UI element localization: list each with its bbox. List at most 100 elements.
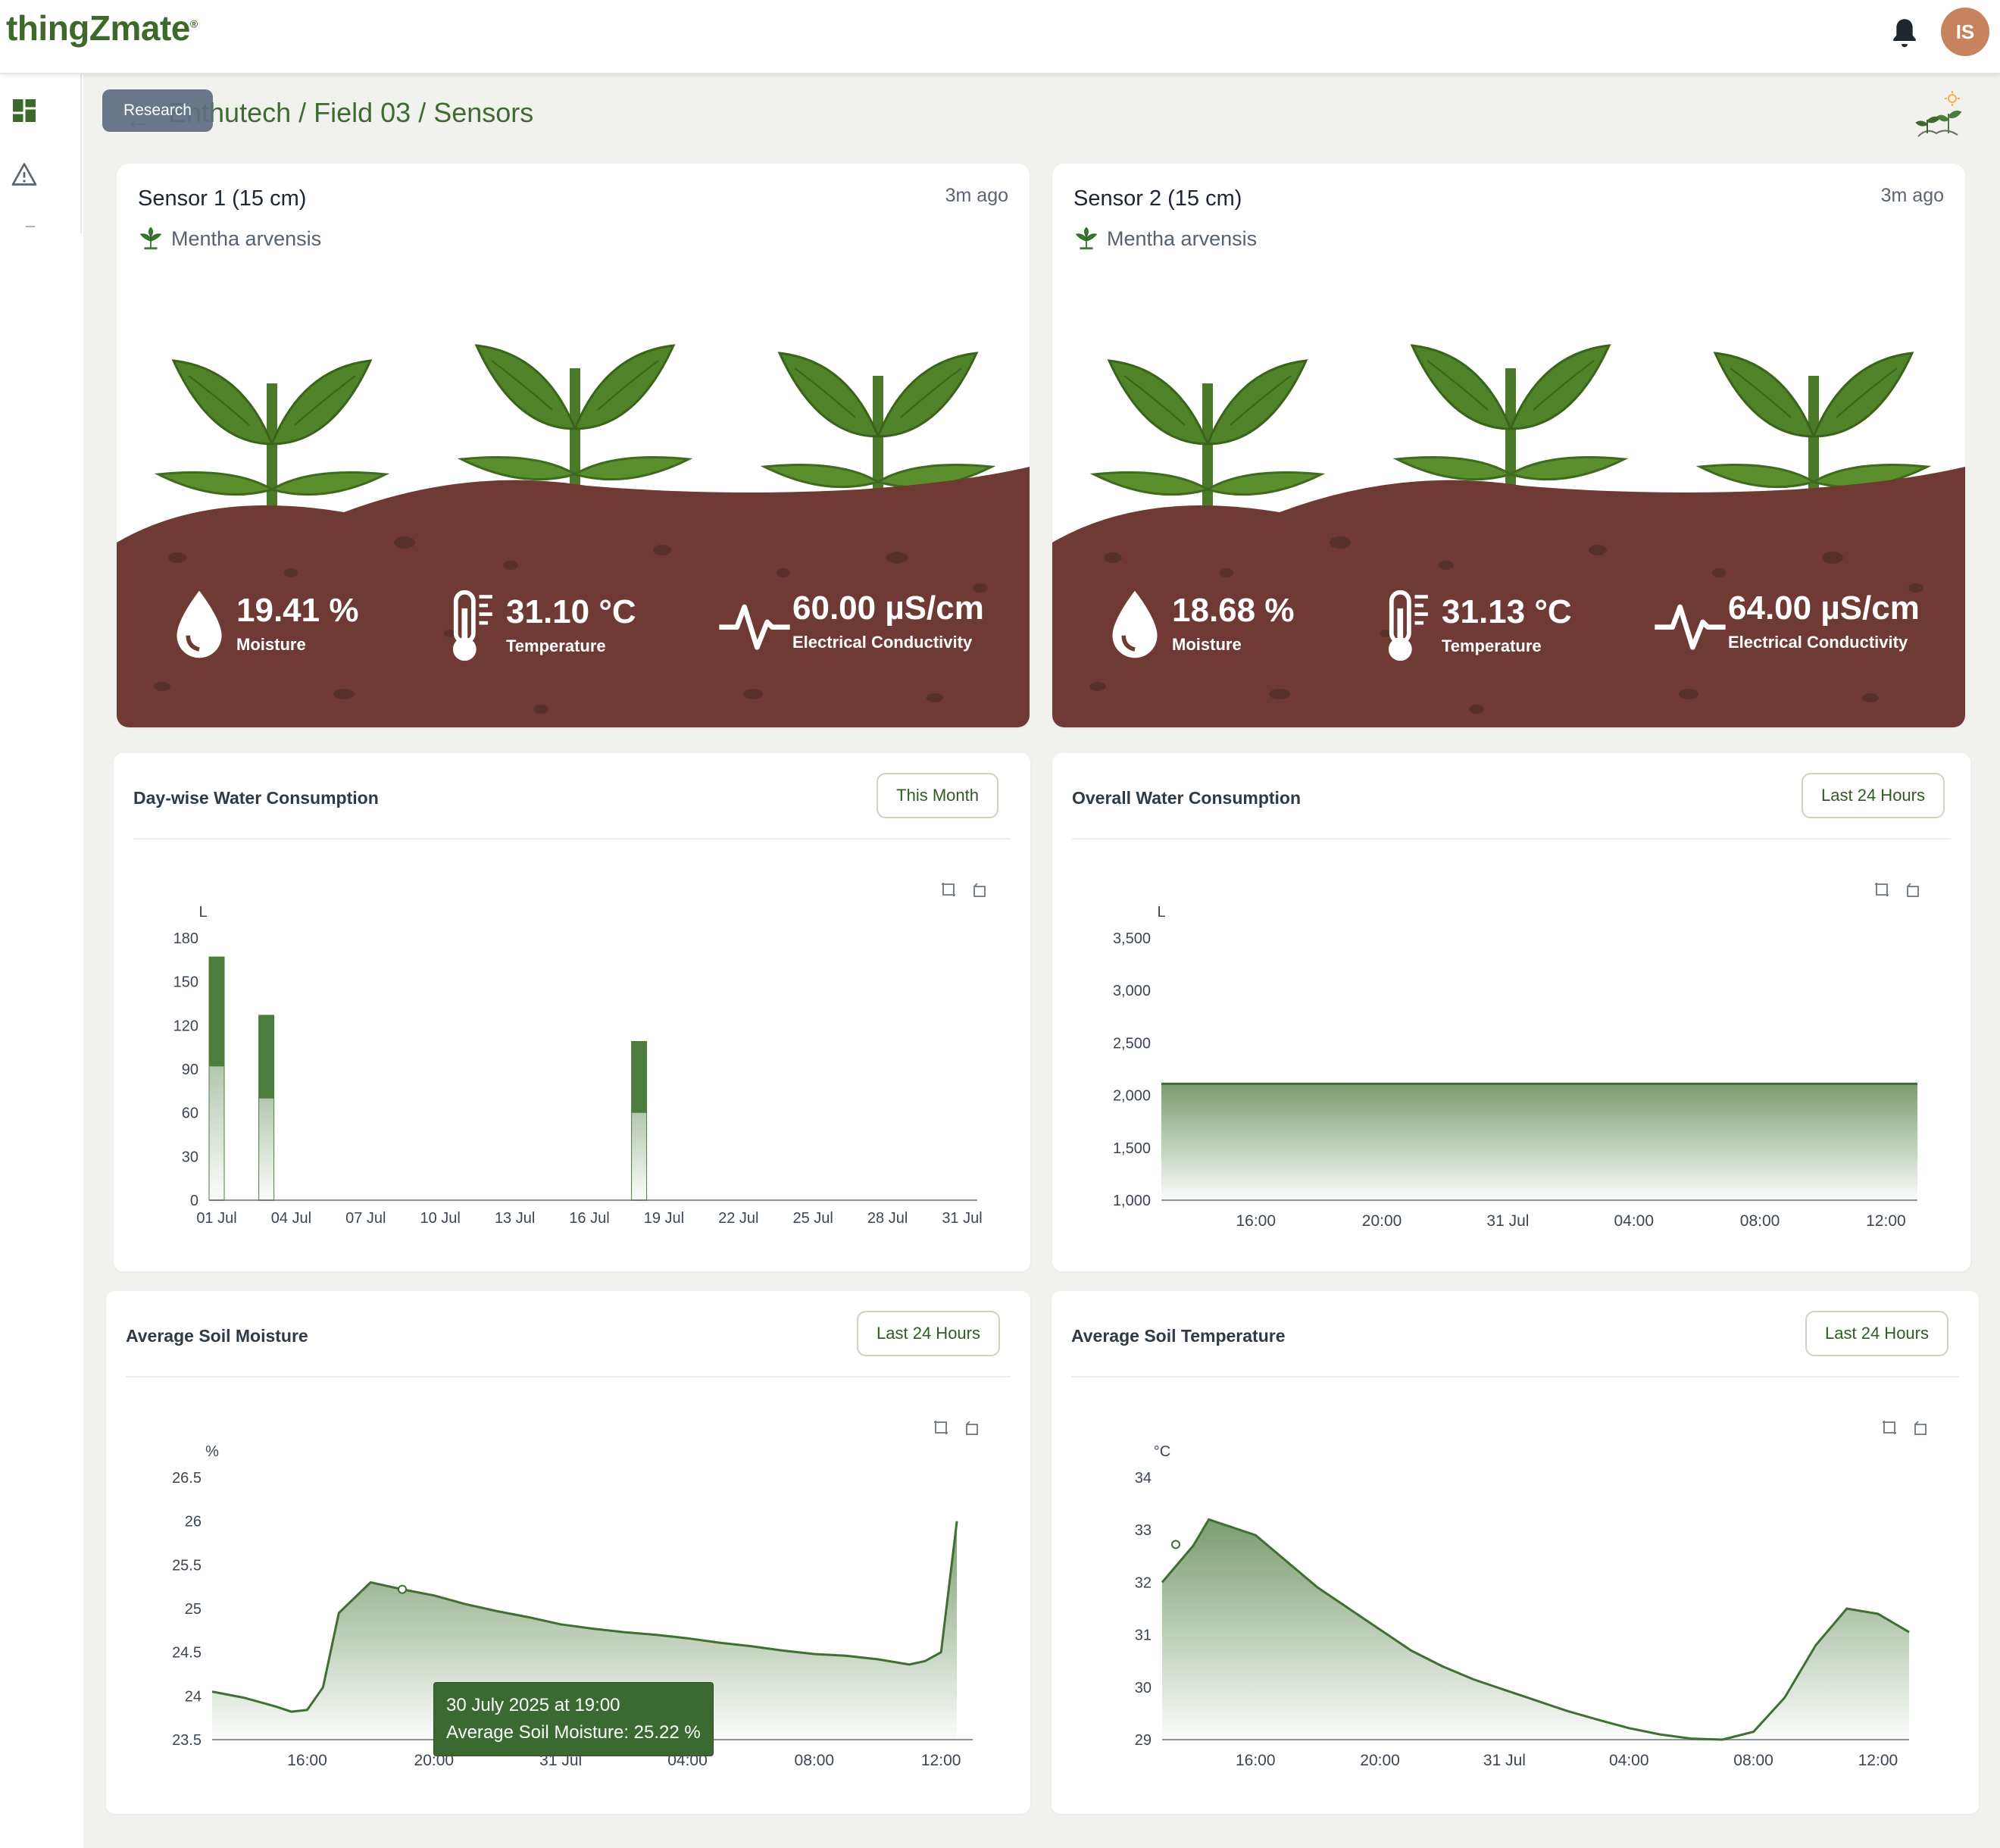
ec-label: Electrical Conductivity — [1728, 633, 1908, 652]
reset-zoom-icon[interactable] — [971, 880, 989, 899]
bar-top — [258, 1015, 274, 1099]
range-select-button[interactable]: Last 24 Hours — [1805, 1311, 1948, 1356]
reset-zoom-icon[interactable] — [1905, 880, 1923, 899]
y-tick-label: 1,000 — [1113, 1193, 1151, 1209]
user-avatar[interactable]: IS — [1941, 8, 1989, 56]
x-tick-label: 19 Jul — [644, 1210, 684, 1227]
sensor-title: Sensor 1 (15 cm) — [138, 186, 307, 211]
panel-divider — [126, 1376, 1011, 1377]
area-fill — [1161, 1083, 1917, 1200]
x-tick-label: 25 Jul — [793, 1210, 833, 1227]
panel-divider — [1071, 1376, 1959, 1377]
x-tick-label: 16 Jul — [569, 1210, 609, 1227]
x-tick-label: 04:00 — [1609, 1752, 1649, 1769]
x-tick-label: 08:00 — [795, 1752, 835, 1769]
reset-zoom-icon[interactable] — [964, 1418, 982, 1437]
bell-icon[interactable] — [1889, 17, 1920, 52]
sprout-icon — [1915, 91, 1962, 137]
moisture-label: Moisture — [1172, 635, 1242, 654]
top-bar: thingZmate® IS — [0, 0, 2000, 74]
sidebar-divider — [26, 226, 35, 227]
x-tick-label: 01 Jul — [196, 1210, 236, 1227]
panel-title: Average Soil Moisture — [126, 1326, 308, 1346]
breadcrumb: Enthutech / Field 03 / Sensors — [168, 97, 534, 128]
research-button[interactable]: Research — [102, 89, 213, 132]
y-tick-label: 30 — [182, 1149, 198, 1165]
zoom-icon[interactable] — [1873, 880, 1891, 899]
moisture-value: 19.41 % — [236, 592, 359, 629]
sensor-card-2[interactable]: Sensor 2 (15 cm) 3m ago Mentha arvensis … — [1052, 164, 1965, 727]
soil-moisture-panel: Average Soil Moisture Last 24 Hours 23.5… — [106, 1291, 1030, 1814]
app-logo[interactable]: thingZmate® — [6, 8, 198, 48]
panel-title: Overall Water Consumption — [1072, 788, 1302, 808]
crop-name: Mentha arvensis — [1107, 227, 1258, 250]
daywise-water-panel: Day-wise Water Consumption This Month 0 3… — [114, 753, 1030, 1271]
x-tick-label: 04 Jul — [271, 1210, 311, 1227]
x-tick-label: 10 Jul — [420, 1210, 461, 1227]
water-drop-icon — [177, 590, 222, 658]
y-tick-label: 90 — [182, 1062, 198, 1078]
moisture-value: 18.68 % — [1172, 592, 1295, 629]
sensor-card-1[interactable]: Sensor 1 (15 cm) 3m ago Mentha arvensis … — [117, 164, 1030, 727]
y-tick-label: 26 — [185, 1514, 202, 1531]
x-tick-label: 07 Jul — [345, 1210, 386, 1227]
temperature-value: 31.13 °C — [1442, 593, 1572, 630]
warning-icon[interactable] — [11, 161, 38, 188]
soil-plant-illustration — [117, 164, 1030, 727]
zoom-icon[interactable] — [1880, 1418, 1898, 1437]
y-axis-unit: L — [1157, 904, 1165, 921]
x-tick-label: 12:00 — [1858, 1752, 1898, 1769]
x-tick-label: 12:00 — [921, 1752, 961, 1769]
sensor-metrics: 19.41 % Moisture 31.10 °C Temperature 60… — [117, 588, 1030, 702]
range-select-button[interactable]: Last 24 Hours — [1802, 773, 1945, 818]
y-tick-label: 23.5 — [172, 1732, 202, 1749]
y-tick-label: 25.5 — [172, 1557, 202, 1574]
ec-value: 64.00 µS/cm — [1728, 589, 1920, 627]
temperature-label: Temperature — [1442, 636, 1542, 655]
chart-toolbar — [932, 1418, 982, 1437]
panel-divider — [133, 838, 1011, 840]
reset-zoom-icon[interactable] — [1912, 1418, 1930, 1437]
tooltip-time: 30 July 2025 at 19:00 — [446, 1695, 620, 1715]
ec-label: Electrical Conductivity — [792, 633, 973, 652]
x-tick-label: 04:00 — [1614, 1212, 1654, 1230]
zoom-icon[interactable] — [939, 880, 958, 899]
ec-metric: 64.00 µS/cm Electrical Conductivity — [1652, 588, 1920, 656]
tooltip-value: Average Soil Moisture: 25.22 % — [446, 1722, 701, 1743]
x-tick-label: 16:00 — [1236, 1212, 1276, 1230]
y-tick-label: 150 — [173, 974, 198, 991]
x-tick-label: 20:00 — [1360, 1752, 1400, 1769]
sensor-updated-time: 3m ago — [945, 185, 1008, 206]
y-tick-label: 31 — [1135, 1628, 1152, 1644]
temperature-metric: 31.13 °C Temperature — [1380, 588, 1572, 664]
chart-tooltip: 30 July 2025 at 19:00 Average Soil Moist… — [433, 1682, 714, 1756]
y-tick-label: 30 — [1135, 1680, 1152, 1696]
thermometer-icon — [452, 589, 492, 661]
chart-toolbar — [1880, 1418, 1930, 1437]
dashboard-icon[interactable] — [11, 97, 38, 124]
x-tick-label: 28 Jul — [867, 1210, 908, 1227]
pulse-icon — [719, 604, 790, 650]
temperature-value: 31.10 °C — [506, 593, 636, 630]
hover-point — [1171, 1540, 1180, 1549]
temperature-label: Temperature — [506, 636, 606, 655]
x-tick-label: 08:00 — [1740, 1212, 1780, 1230]
area-fill — [1162, 1519, 1909, 1740]
y-tick-label: 24 — [185, 1688, 202, 1705]
x-tick-label: 08:00 — [1733, 1752, 1773, 1769]
y-tick-label: 24.5 — [172, 1645, 202, 1662]
soil-plant-illustration — [1052, 164, 1965, 727]
area-chart: 29 30 31 32 33 34°C 16:00 20:00 31 Jul 04:00 08:00… — [1135, 1443, 1910, 1769]
moisture-metric: 19.41 % Moisture — [171, 588, 358, 661]
y-tick-label: 32 — [1135, 1574, 1152, 1591]
range-select-button[interactable]: Last 24 Hours — [857, 1311, 1000, 1356]
zoom-icon[interactable] — [932, 1418, 950, 1437]
series-line — [211, 1521, 958, 1713]
y-tick-label: 26.5 — [172, 1470, 202, 1487]
temperature-metric: 31.10 °C Temperature — [444, 588, 636, 664]
range-select-button[interactable]: This Month — [877, 773, 998, 818]
y-tick-label: 33 — [1135, 1522, 1152, 1539]
ec-value: 60.00 µS/cm — [792, 589, 984, 627]
x-tick-label: 16:00 — [1236, 1752, 1276, 1769]
